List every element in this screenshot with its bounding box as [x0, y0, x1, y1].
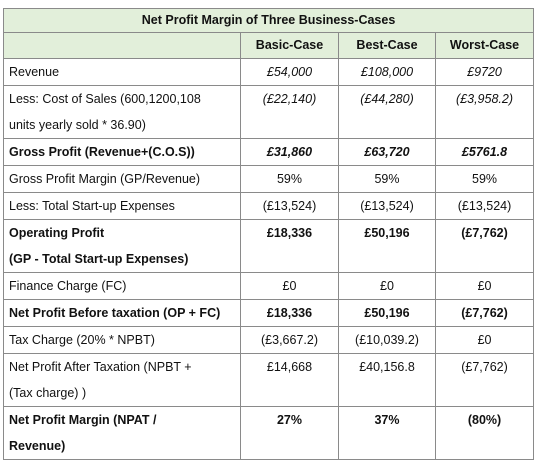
label-line: Gross Profit (Revenue+(C.O.S)) [9, 145, 195, 159]
label-line: Net Profit After Taxation (NPBT + [9, 360, 192, 374]
value-cell: £5761.8 [434, 138, 535, 166]
value-cell: (£7,762) [434, 353, 535, 407]
title-row: Net Profit Margin of Three Business-Case… [2, 8, 535, 33]
value-cell: £0 [434, 326, 535, 354]
table-row: Finance Charge (FC) £0 £0 £0 [3, 272, 535, 300]
label-line: Revenue [9, 65, 60, 79]
label-line: Operating Profit [9, 226, 105, 240]
label-line: Revenue) [9, 439, 66, 453]
value-cell: £50,196 [338, 219, 436, 273]
row-label: Gross Profit Margin (GP/Revenue) [3, 165, 241, 193]
value-cell: (£13,524) [240, 192, 339, 220]
row-label: Less: Total Start-up Expenses [3, 192, 241, 220]
row-label: Net Profit After Taxation (NPBT + (Tax ch… [3, 353, 241, 407]
table-row: Revenue £54,000 £108,000 £9720 [3, 58, 535, 86]
value-cell: £63,720 [338, 138, 436, 166]
value-cell: 59% [338, 165, 436, 193]
column-header: Worst-Case [434, 32, 535, 59]
value-cell: 27% [240, 406, 339, 460]
value-cell: £54,000 [240, 58, 339, 86]
row-label: Tax Charge (20% * NPBT) [3, 326, 241, 354]
value-cell: £0 [338, 272, 436, 300]
column-header: Best-Case [338, 32, 436, 59]
table-row: Gross Profit Margin (GP/Revenue) 59% 59% 59… [3, 165, 535, 193]
row-label: Revenue [3, 58, 241, 86]
table-row: Net Profit Before taxation (OP + FC) £18,… [3, 299, 535, 327]
value-cell: (£13,524) [434, 192, 535, 220]
label-line: units yearly sold * 36.90) [9, 118, 146, 132]
value-cell: (£22,140) [240, 85, 339, 139]
table-row: Net Profit Margin (NPAT / Revenue) 27% 37%(… [3, 406, 535, 460]
value-cell: (£13,524) [338, 192, 436, 220]
label-line: Less: Total Start-up Expenses [9, 199, 175, 213]
row-label: Operating Profit (GP - Total Start-up Exp… [3, 219, 241, 273]
profit-table: Net Profit Margin of Three Business-Case… [2, 8, 535, 460]
row-label: Net Profit Before taxation (OP + FC) [3, 299, 241, 327]
header-cell [3, 32, 241, 59]
value-cell: (£10,039.2) [338, 326, 436, 354]
table-title: Net Profit Margin of Three Business-Case… [2, 8, 535, 33]
column-header: Basic-Case [240, 32, 339, 59]
row-label: Less: Cost of Sales (600,1200,108 units y… [3, 85, 241, 139]
value-cell: 37% [338, 406, 436, 460]
header-row: Basic-Case Best-Case Worst-Case [3, 32, 535, 59]
value-cell: £9720 [434, 58, 535, 86]
value-cell: 59% [240, 165, 339, 193]
label-line: (Tax charge) ) [9, 386, 87, 400]
table-body: Net Profit Margin of Three Business-Case… [2, 8, 535, 460]
value-cell: 59% [434, 165, 535, 193]
label-line: Less: Cost of Sales (600,1200,108 [9, 92, 201, 106]
label-line: Gross Profit Margin (GP/Revenue) [9, 172, 201, 186]
value-cell: (80%) [434, 406, 535, 460]
value-cell: £18,336 [240, 219, 339, 273]
value-cell: £0 [240, 272, 339, 300]
table-row: Tax Charge (20% * NPBT) (£3,667.2) (£10,03… [3, 326, 535, 354]
label-line: Net Profit Margin (NPAT / [9, 413, 157, 427]
page: Net Profit Margin of Three Business-Case… [2, 8, 535, 460]
label-line: (GP - Total Start-up Expenses) [9, 252, 189, 266]
value-cell: (£3,958.2) [434, 85, 535, 139]
value-cell: £40,156.8 [338, 353, 436, 407]
table-row: Gross Profit (Revenue+(C.O.S)) £31,860 £63… [3, 138, 535, 166]
value-cell: £14,668 [240, 353, 339, 407]
label-line: Tax Charge (20% * NPBT) [9, 333, 155, 347]
value-cell: £0 [434, 272, 535, 300]
table-row: Less: Total Start-up Expenses (£13,524) (£… [3, 192, 535, 220]
table-row: Net Profit After Taxation (NPBT + (Tax ch… [3, 353, 535, 407]
label-line: Finance Charge (FC) [9, 279, 127, 293]
row-label: Finance Charge (FC) [3, 272, 241, 300]
value-cell: (£7,762) [434, 299, 535, 327]
table-row: Less: Cost of Sales (600,1200,108 units y… [3, 85, 535, 139]
value-cell: £50,196 [338, 299, 436, 327]
value-cell: (£44,280) [338, 85, 436, 139]
row-label: Net Profit Margin (NPAT / Revenue) [3, 406, 241, 460]
value-cell: (£7,762) [434, 219, 535, 273]
value-cell: £108,000 [338, 58, 436, 86]
value-cell: £31,860 [240, 138, 339, 166]
row-label: Gross Profit (Revenue+(C.O.S)) [3, 138, 241, 166]
value-cell: £18,336 [240, 299, 339, 327]
table-row: Operating Profit (GP - Total Start-up Exp… [3, 219, 535, 273]
label-line: Net Profit Before taxation (OP + FC) [9, 306, 221, 320]
value-cell: (£3,667.2) [240, 326, 339, 354]
